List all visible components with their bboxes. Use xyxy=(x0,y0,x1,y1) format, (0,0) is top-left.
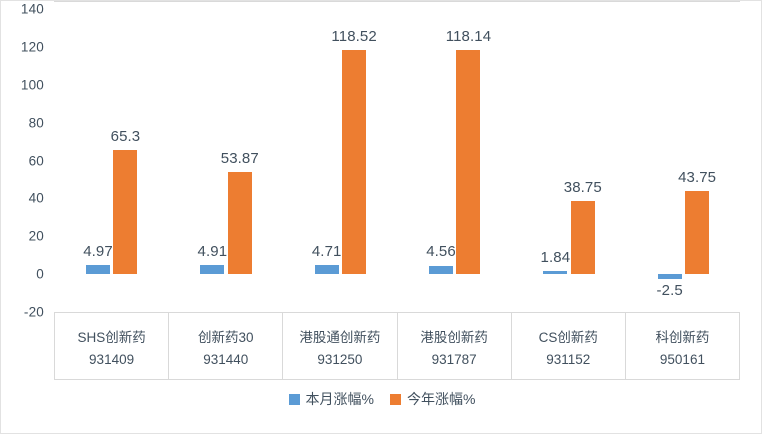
bar-value-label: 118.14 xyxy=(445,28,492,46)
bar-value-label: 53.87 xyxy=(220,150,259,168)
bar-current-month[interactable] xyxy=(200,264,225,275)
bar-group: 4.56 118.14 xyxy=(397,9,511,312)
bar-group: 4.91 53.87 xyxy=(168,9,282,312)
bar-current-month[interactable] xyxy=(314,265,339,275)
y-axis-tick-label: 40 xyxy=(28,190,44,206)
bar-group: 1.84 38.75 xyxy=(511,9,625,312)
bar-current-year[interactable] xyxy=(456,50,481,275)
category-cell: 科创新药 950161 xyxy=(626,313,739,379)
y-axis: 140 120 100 80 60 40 20 0 -20 xyxy=(1,1,53,433)
bar-current-month[interactable] xyxy=(657,274,682,279)
y-axis-tick-label: 140 xyxy=(20,1,44,17)
bar-value-label: 38.75 xyxy=(563,178,602,196)
category-cell: CS创新药 931152 xyxy=(512,313,626,379)
y-axis-tick-label: 100 xyxy=(20,77,44,93)
bar-value-label: 43.75 xyxy=(678,169,717,187)
bar-value-label: 4.91 xyxy=(197,242,228,260)
legend-label: 今年涨幅% xyxy=(407,391,476,407)
bar-current-month[interactable] xyxy=(429,265,453,275)
legend-item[interactable]: 今年涨幅% xyxy=(390,389,475,409)
category-cell: 创新药30 931440 xyxy=(169,313,284,379)
category-name: CS创新药 xyxy=(538,329,598,345)
chart-legend: 本月涨幅% 今年涨幅% xyxy=(1,389,761,409)
bar-group: -2.5 43.75 xyxy=(626,9,740,312)
bar-current-year[interactable] xyxy=(570,200,595,275)
legend-label: 本月涨幅% xyxy=(305,391,374,407)
y-axis-tick-label: 120 xyxy=(20,39,44,55)
bar-value-label: 118.52 xyxy=(331,27,377,45)
category-name: 科创新药 xyxy=(655,329,710,345)
category-code: 931440 xyxy=(203,351,249,367)
category-code: 931787 xyxy=(431,351,477,367)
legend-item[interactable]: 本月涨幅% xyxy=(288,389,374,409)
bar-group: 4.97 65.3 xyxy=(54,9,168,312)
zero-baseline xyxy=(54,1,740,2)
y-axis-tick-label: 0 xyxy=(36,266,44,282)
category-code: 931152 xyxy=(546,351,591,367)
bar-current-month[interactable] xyxy=(86,264,110,275)
category-name: 港股通创新药 xyxy=(299,329,381,345)
bar-group: 4.71 118.52 xyxy=(283,9,397,312)
category-code: 931409 xyxy=(89,351,135,367)
bar-value-label: 4.97 xyxy=(83,242,113,260)
category-code: 950161 xyxy=(659,351,705,367)
legend-swatch-icon xyxy=(288,393,300,405)
bar-value-label: 65.3 xyxy=(110,128,141,146)
y-axis-tick-label: 60 xyxy=(28,153,44,168)
bar-value-label: -2.5 xyxy=(656,281,683,299)
bar-current-year[interactable] xyxy=(113,150,138,275)
category-name: 港股创新药 xyxy=(420,329,488,345)
category-axis-table: SHS创新药 931409 创新药30 931440 港股通创新药 931250 港股创新药… xyxy=(54,312,740,380)
category-cell: 港股创新药 931787 xyxy=(398,313,512,379)
category-cell: 港股通创新药 931250 xyxy=(283,313,398,379)
bar-current-year[interactable] xyxy=(227,172,252,275)
category-cell: SHS创新药 931409 xyxy=(55,313,170,379)
category-code: 931250 xyxy=(317,351,363,367)
y-axis-tick-label: -20 xyxy=(23,304,44,320)
bar-value-label: 1.84 xyxy=(540,248,571,266)
y-axis-tick-label: 20 xyxy=(28,228,44,244)
category-name: 创新药30 xyxy=(197,329,254,345)
y-axis-tick-label: 80 xyxy=(28,115,44,131)
bar-value-label: 4.56 xyxy=(426,243,456,261)
bar-current-year[interactable] xyxy=(685,191,710,275)
plot-area: 4.97 65.3 4.91 53.87 4.71 118.52 4.56 118.14 1.8… xyxy=(54,9,740,312)
legend-swatch-icon xyxy=(390,393,401,405)
bar-current-year[interactable] xyxy=(342,49,367,275)
category-name: SHS创新药 xyxy=(77,329,146,345)
bar-value-label: 4.71 xyxy=(311,243,342,261)
bar-current-month[interactable] xyxy=(543,270,568,275)
